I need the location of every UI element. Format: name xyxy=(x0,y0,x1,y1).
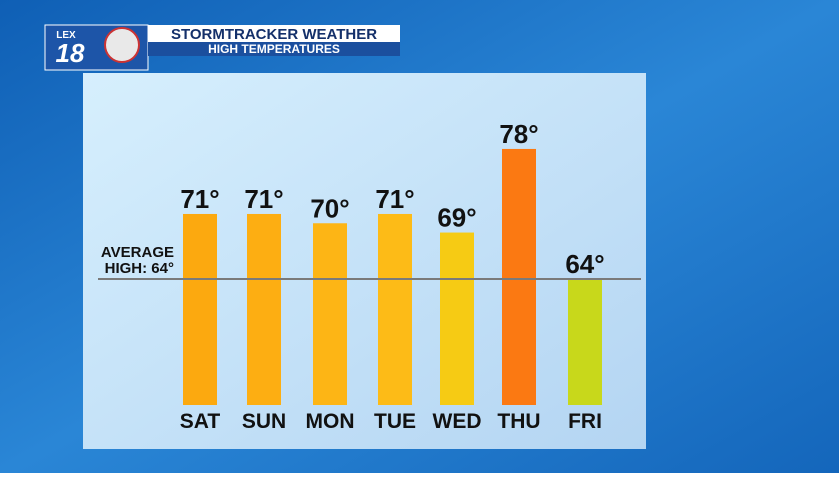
chart-title: STORMTRACKER WEATHER xyxy=(171,26,377,43)
title-bar xyxy=(148,25,400,42)
reference-label: AVERAGE xyxy=(101,244,174,261)
logo-text: LEX xyxy=(56,30,76,41)
value-label: 71° xyxy=(180,184,219,214)
subtitle-bar xyxy=(148,42,400,56)
x-tick-label: MON xyxy=(306,410,355,433)
bar xyxy=(568,279,602,405)
x-tick-label: THU xyxy=(497,410,540,433)
bar xyxy=(183,213,217,405)
value-label: 78° xyxy=(499,119,538,149)
x-tick-label: SAT xyxy=(180,410,221,433)
value-label: 69° xyxy=(437,203,476,233)
x-tick-label: FRI xyxy=(568,410,602,433)
value-label: 71° xyxy=(244,184,283,214)
value-label: 64° xyxy=(565,249,604,279)
logo-icon xyxy=(104,27,140,63)
bar xyxy=(502,148,536,405)
value-label: 71° xyxy=(375,184,414,214)
value-label: 70° xyxy=(310,193,349,223)
logo-number: 18 xyxy=(56,38,85,68)
bar xyxy=(313,223,347,405)
bar xyxy=(440,232,474,405)
x-tick-label: WED xyxy=(433,410,482,433)
x-tick-label: SUN xyxy=(242,410,286,433)
bar xyxy=(378,213,412,405)
bar xyxy=(247,213,281,405)
chart-subtitle: HIGH TEMPERATURES xyxy=(208,42,340,56)
x-tick-label: TUE xyxy=(374,410,416,433)
panel xyxy=(83,73,646,449)
reference-label: HIGH: 64° xyxy=(105,260,174,277)
